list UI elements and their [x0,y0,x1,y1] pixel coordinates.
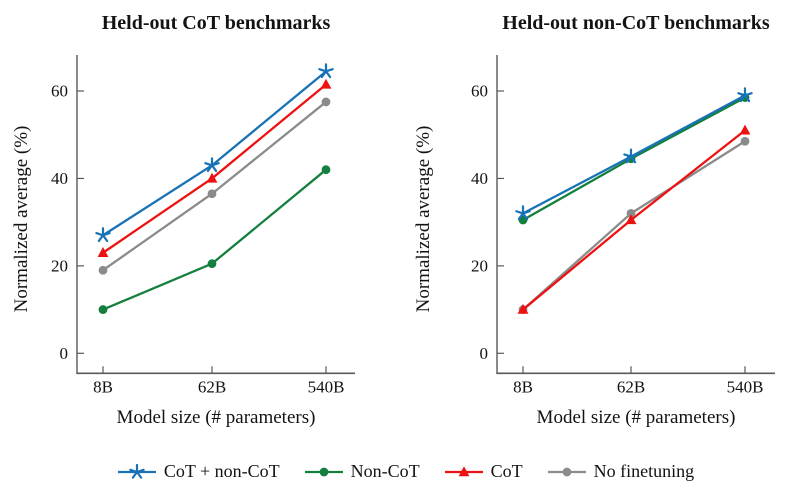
y-tick-label: 60 [471,82,488,101]
legend-label: Non-CoT [350,461,420,481]
marker-cot [97,247,109,257]
marker-cot_plus_noncot [737,87,753,103]
y-tick-label: 40 [471,169,488,188]
marker-cot_plus_noncot [204,157,220,173]
legend-label: CoT [490,461,523,481]
chart-left-plot: 0 20 40 60 8B 62B 540B [51,55,355,396]
series-line-cot_plus_noncot [522,94,746,215]
series-line-no_finetuning [102,101,327,272]
marker-noncot [207,259,217,269]
chart-right-plot: 0 20 40 60 8B 62B 540B [471,55,775,396]
triangle-marker-icon [444,465,483,476]
marker-cot_plus_noncot [515,205,531,221]
x-tick-label: 8B [513,377,533,396]
chart-right-title: Held-out non-CoT benchmarks [502,12,770,34]
marker-no_finetuning [98,265,108,275]
marker-cot_plus_noncot [318,63,334,79]
legend-item-no_finetuning: No finetuning [547,461,695,482]
marker-no_finetuning [321,97,331,107]
marker-cot [206,172,218,183]
marker-cot [517,303,529,314]
x-tick-label: 540B [727,377,764,396]
legend-label: CoT + non-CoT [163,461,280,481]
marker-cot [625,214,637,225]
x-tick-label: 8B [93,377,113,396]
marker-cot_plus_noncot [95,227,111,243]
x-tick-label: 62B [198,377,226,396]
circle-marker-icon [304,467,343,476]
y-tick-label: 0 [60,344,69,363]
y-tick-label: 60 [51,82,68,101]
star-marker-icon [117,463,156,479]
legend: CoT + non-CoT Non-CoT CoT No finetuning [0,461,811,482]
marker-star [129,463,145,479]
legend-item-cot_plus_noncot: CoT + non-CoT [117,461,280,482]
marker-cot_plus_noncot [623,148,639,164]
series-line-cot_plus_noncot [102,70,327,237]
marker-noncot [98,305,108,314]
marker-noncot [321,165,331,175]
marker-circle [319,467,329,476]
legend-label: No finetuning [593,461,695,481]
marker-cot [320,78,332,89]
series-line-no_finetuning [522,140,746,311]
y-tick-label: 0 [480,344,489,363]
circle-marker-icon [547,467,586,476]
marker-no_finetuning [626,209,636,218]
chart-right-xlabel: Model size (# parameters) [536,407,736,428]
y-tick-label: 20 [51,256,68,275]
chart-left-title: Held-out CoT benchmarks [101,12,331,34]
marker-no_finetuning [740,136,750,146]
marker-no_finetuning [207,189,217,199]
y-tick-label: 20 [471,256,488,275]
marker-triangle [458,465,470,476]
marker-circle [562,467,572,476]
x-tick-label: 540B [308,377,345,396]
legend-item-cot: CoT [444,461,523,482]
legend-item-noncot: Non-CoT [304,461,420,482]
marker-cot [739,124,751,135]
chart-left-xlabel: Model size (# parameters) [116,407,316,428]
y-tick-label: 40 [51,169,68,188]
x-tick-label: 62B [617,377,645,396]
